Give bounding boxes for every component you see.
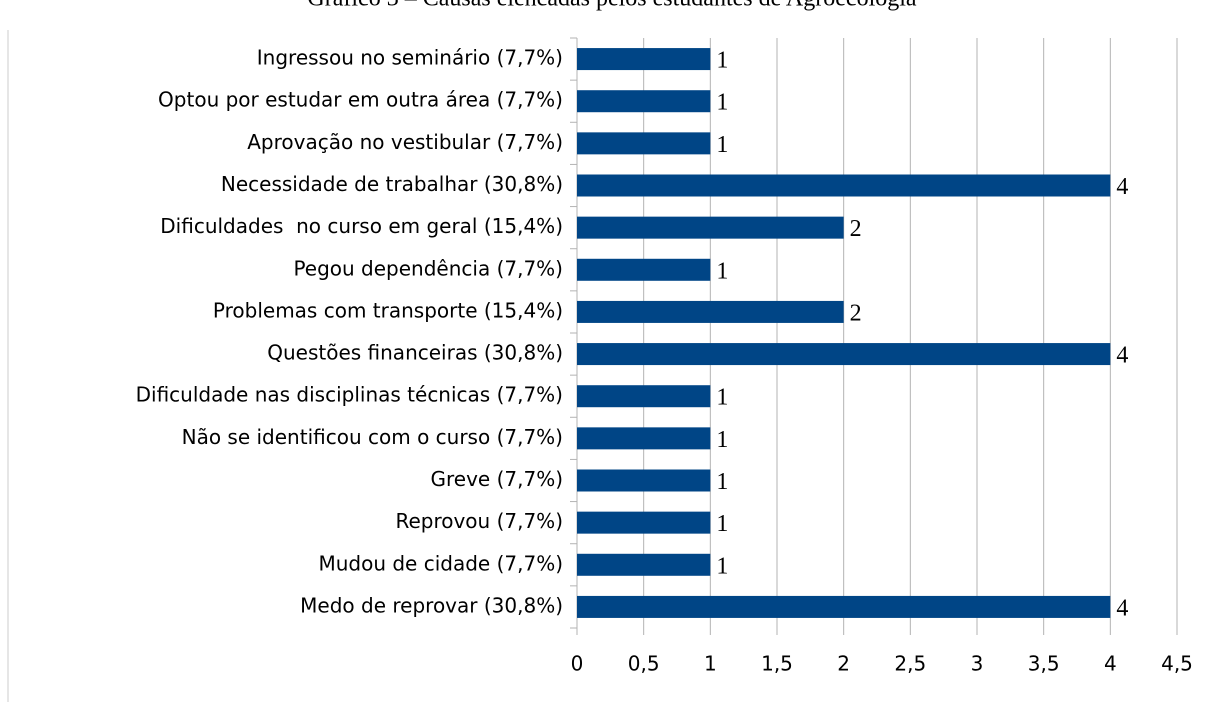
y-tick-label: Dificuldades no curso em geral (15,4%) [160,214,563,238]
bar [577,595,1111,618]
y-tick-label: Aprovação no vestibular (7,7%) [247,130,563,154]
bar [577,427,711,450]
y-tick-label: Mudou de cidade (7,7%) [318,551,563,575]
y-tick-label: Optou por estudar em outra área (7,7%) [158,88,563,112]
bar [577,511,711,534]
bar [577,385,711,408]
x-tick-label: 4 [1104,652,1117,676]
data-label: 2 [850,216,862,242]
y-tick-label: Necessidade de trabalhar (30,8%) [221,172,563,196]
y-tick-label: Reprovou (7,7%) [395,509,563,533]
bar [577,469,711,492]
bar [577,258,711,281]
data-label: 4 [1116,343,1128,369]
data-label: 2 [850,300,862,326]
y-tick-label: Não se identificou com o curso (7,7%) [182,425,563,449]
y-tick-label: Pegou dependência (7,7%) [293,256,563,280]
x-tick-label: 3,5 [1028,652,1060,676]
bar [577,216,844,239]
chart-title: Gráfico 3 – Causas elencadas pelos estud… [307,0,916,12]
bar [577,300,844,323]
y-tick-label: Problemas com transporte (15,4%) [213,298,563,322]
y-tick-label: Dificuldade nas disciplinas técnicas (7,… [136,383,563,407]
x-tick-label: 1,5 [761,652,793,676]
y-tick-label: Questões financeiras (30,8%) [267,341,563,365]
y-tick-label: Greve (7,7%) [431,467,564,491]
data-label: 1 [716,90,728,116]
data-label: 1 [716,385,728,411]
bar [577,48,711,71]
data-label: 1 [716,427,728,453]
data-label: 1 [716,48,728,74]
x-tick-label: 4,5 [1161,652,1193,676]
bar [577,90,711,113]
x-tick-label: 2,5 [894,652,926,676]
bar [577,174,1111,197]
bar [577,343,1111,366]
y-tick-label: Medo de reprovar (30,8%) [300,593,563,617]
data-label: 1 [716,258,728,284]
bar [577,553,711,576]
x-tick-label: 0 [571,652,584,676]
x-tick-label: 1 [704,652,717,676]
data-label: 1 [716,553,728,579]
x-tick-label: 3 [971,652,984,676]
x-tick-label: 2 [837,652,850,676]
data-label: 1 [716,511,728,537]
data-label: 1 [716,469,728,495]
data-label: 1 [716,132,728,158]
data-label: 4 [1116,174,1128,200]
data-label: 4 [1116,595,1128,621]
x-tick-label: 0,5 [628,652,660,676]
bar [577,132,711,155]
y-tick-label: Ingressou no seminário (7,7%) [257,46,563,70]
